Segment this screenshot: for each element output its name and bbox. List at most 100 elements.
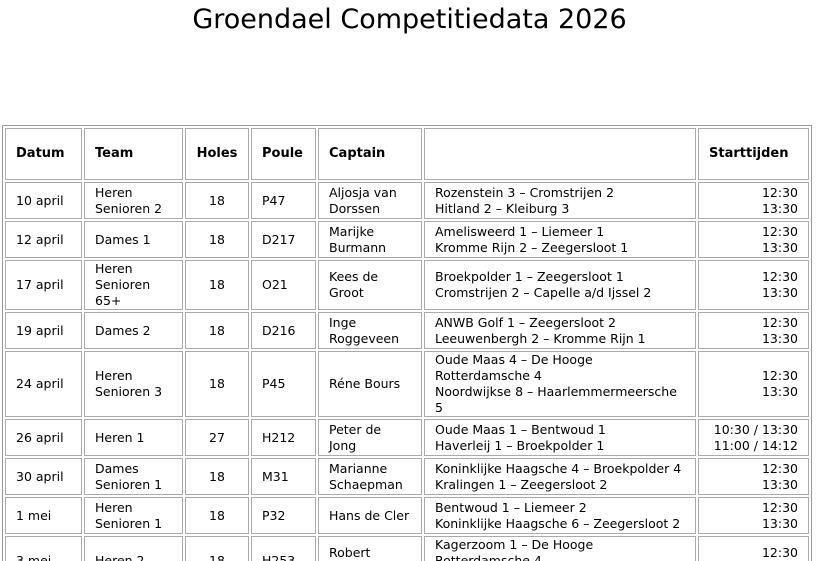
date-cell: 12 april <box>5 221 82 258</box>
captain-cell: Réne Bours <box>318 351 422 417</box>
poule-cell: P32 <box>251 497 316 534</box>
captain-cell: Aljosja van Dorssen <box>318 182 422 219</box>
match: Koninklijke Haagsche 4 – Broekpolder 4 <box>435 460 682 476</box>
start-time: 12:30 <box>761 223 798 239</box>
start-time: 13:30 <box>761 384 798 399</box>
match: Hitland 2 – Kleiburg 3 <box>435 200 570 216</box>
date-cell: 10 april <box>5 182 82 219</box>
match: Oude Maas 4 – De Hooge Rotterdamsche 4 <box>435 352 593 383</box>
page-title: Groendael Competitiedata 2026 <box>192 4 627 35</box>
captain-cell: Hans de Cler <box>318 497 422 534</box>
matches-cell: Oude Maas 4 – De Hooge Rotterdamsche 4 No… <box>424 351 696 417</box>
date-cell: 24 april <box>5 351 82 417</box>
start-time: 13:30 <box>761 515 798 531</box>
column-header <box>424 128 696 180</box>
match: Leeuwenbergh 2 – Kromme Rijn 1 <box>435 330 646 346</box>
matches-cell: Amelisweerd 1 – Liemeer 1 Kromme Rijn 2 –… <box>424 221 696 258</box>
date-cell: 1 mei <box>5 497 82 534</box>
matches-cell: Rozenstein 3 – Cromstrijen 2 Hitland 2 – … <box>424 182 696 219</box>
start-time: 13:30 <box>761 200 798 216</box>
match: Bentwoud 1 – Liemeer 2 <box>435 499 587 515</box>
column-header: Holes <box>185 128 249 180</box>
matches-cell: Broekpolder 1 – Zeegersloot 1 Cromstrijen… <box>424 260 696 310</box>
table-row: 24 april Heren Senioren 3 18 P45 Réne Bours O… <box>5 351 809 417</box>
table-row: 30 april Dames Senioren 1 18 M31 Marianne Sc… <box>5 458 809 495</box>
start-time: 12:30 <box>761 184 798 200</box>
date-cell: 26 april <box>5 419 82 456</box>
match: ANWB Golf 1 – Zeegersloot 2 <box>435 314 616 330</box>
table-row: 10 april Heren Senioren 2 18 P47 Aljosja van… <box>5 182 809 219</box>
team-cell: Dames 1 <box>84 221 183 258</box>
start-time: 12:30 <box>761 499 798 515</box>
start-time: 13:30 <box>761 285 798 300</box>
holes-cell: 27 <box>185 419 249 456</box>
poule-cell: D216 <box>251 312 316 349</box>
poule-cell: M31 <box>251 458 316 495</box>
matches-cell: Koninklijke Haagsche 4 – Broekpolder 4 Kr… <box>424 458 696 495</box>
start-time: 12:30 <box>761 314 798 330</box>
match: Rozenstein 3 – Cromstrijen 2 <box>435 184 615 200</box>
start-time: 12:30 <box>761 368 798 383</box>
captain-cell: Robert Segers <box>318 536 422 561</box>
table-body: 10 april Heren Senioren 2 18 P47 Aljosja van… <box>5 182 809 561</box>
date-cell: 19 april <box>5 312 82 349</box>
team-cell: Heren Senioren 65+ <box>84 260 183 310</box>
poule-cell: H212 <box>251 419 316 456</box>
poule-cell: D217 <box>251 221 316 258</box>
column-header: Datum <box>5 128 82 180</box>
team-cell: Heren 2 <box>84 536 183 561</box>
times-cell: 10:30 / 13:30 11:00 / 14:12 <box>698 419 809 456</box>
captain-cell: Marijke Burmann <box>318 221 422 258</box>
team-cell: Dames Senioren 1 <box>84 458 183 495</box>
team-cell: Dames 2 <box>84 312 183 349</box>
matches-cell: Bentwoud 1 – Liemeer 2 Koninklijke Haagsc… <box>424 497 696 534</box>
start-time: 12:30 <box>761 269 798 284</box>
table-head: Datum Team Holes Poule Captain Starttijd… <box>5 128 809 180</box>
start-time: 12:30 <box>761 545 798 560</box>
table-row: 19 april Dames 2 18 D216 Inge Roggeveen ANWB … <box>5 312 809 349</box>
captain-cell: Marianne Schaepman <box>318 458 422 495</box>
holes-cell: 18 <box>185 260 249 310</box>
matches-cell: Oude Maas 1 – Bentwoud 1 Haverleij 1 – Br… <box>424 419 696 456</box>
match: Kralingen 1 – Zeegersloot 2 <box>435 476 608 492</box>
column-header: Captain <box>318 128 422 180</box>
team-cell: Heren Senioren 2 <box>84 182 183 219</box>
match: Haverleij 1 – Broekpolder 1 <box>435 437 605 453</box>
holes-cell: 18 <box>185 221 249 258</box>
holes-cell: 18 <box>185 351 249 417</box>
date-cell: 30 april <box>5 458 82 495</box>
date-cell: 3 mei <box>5 536 82 561</box>
matches-cell: Kagerzoom 1 – De Hooge Rotterdamsche 4AN… <box>424 536 696 561</box>
header-row: Datum Team Holes Poule Captain Starttijd… <box>5 128 809 180</box>
match: Oude Maas 1 – Bentwoud 1 <box>435 421 606 437</box>
team-cell: Heren 1 <box>84 419 183 456</box>
table-row: 26 april Heren 1 27 H212 Peter de Jong Oude M… <box>5 419 809 456</box>
start-time: 13:30 <box>761 239 798 255</box>
start-time: 11:00 / 14:12 <box>713 437 798 453</box>
holes-cell: 18 <box>185 458 249 495</box>
team-cell: Heren Senioren 3 <box>84 351 183 417</box>
column-header: Poule <box>251 128 316 180</box>
poule-cell: O21 <box>251 260 316 310</box>
team-cell: Heren Senioren 1 <box>84 497 183 534</box>
poule-cell: P47 <box>251 182 316 219</box>
schedule-table: Datum Team Holes Poule Captain Starttijd… <box>2 125 812 561</box>
matches-cell: ANWB Golf 1 – Zeegersloot 2 Leeuwenbergh … <box>424 312 696 349</box>
table-row: 12 april Dames 1 18 D217 Marijke Burmann Amel… <box>5 221 809 258</box>
captain-cell: Inge Roggeveen <box>318 312 422 349</box>
holes-cell: 18 <box>185 182 249 219</box>
start-time: 13:30 <box>761 330 798 346</box>
holes-cell: 18 <box>185 497 249 534</box>
match: Broekpolder 1 – Zeegersloot 1 <box>435 269 624 284</box>
match: Cromstrijen 2 – Capelle a/d Ijssel 2 <box>435 285 652 300</box>
captain-cell: Kees de Groot <box>318 260 422 310</box>
